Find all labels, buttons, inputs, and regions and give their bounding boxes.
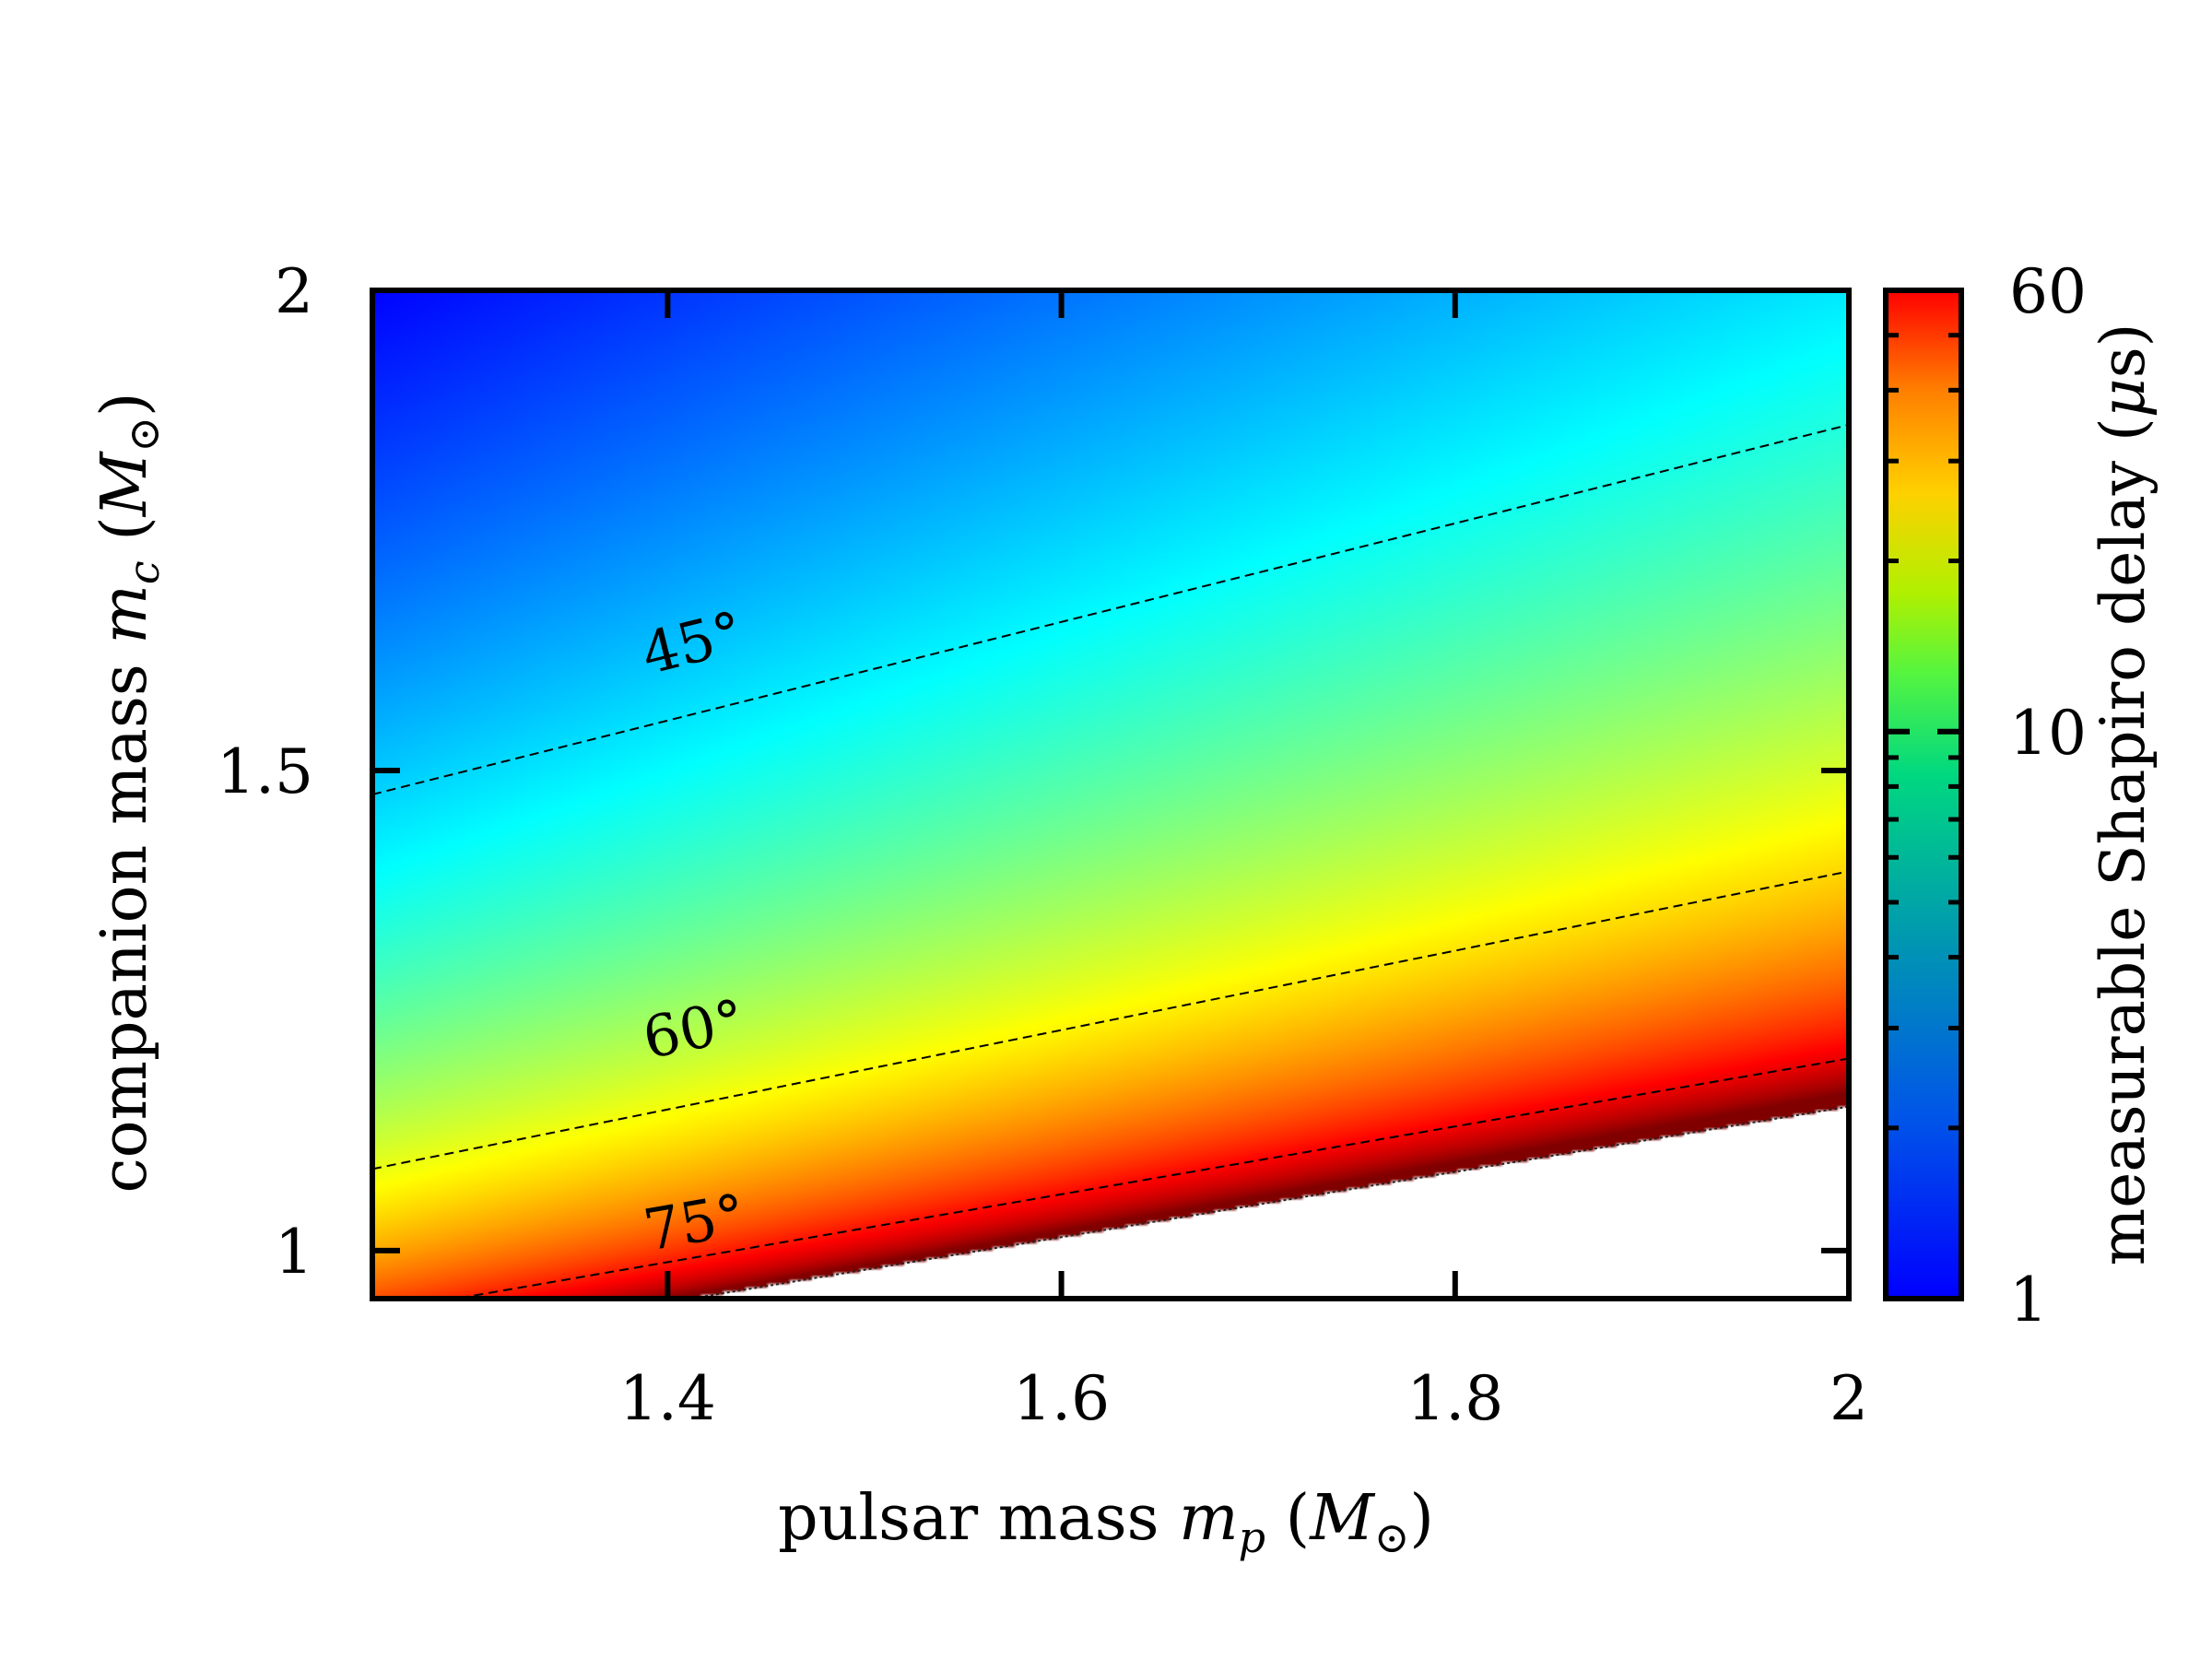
contour-line-60 bbox=[372, 870, 1849, 1171]
colorbar-tick-label: 10 bbox=[2009, 698, 2087, 769]
y-tick-label: 2 bbox=[275, 256, 313, 327]
colorbar-gradient bbox=[1886, 290, 1961, 1299]
colorbar-frame bbox=[1883, 288, 1964, 1301]
y-tick-label: 1 bbox=[275, 1217, 313, 1288]
contour-lines bbox=[372, 423, 1849, 1299]
colorbar: 1 10 60 bbox=[1883, 256, 2087, 1335]
colorbar-label: measurable Shapiro delay (μs) bbox=[2088, 324, 2159, 1266]
x-axis-label: pulsar mass mp (M⊙) bbox=[778, 1482, 1434, 1562]
x-tick-label: 1.8 bbox=[1406, 1363, 1503, 1434]
y-tick-label: 1.5 bbox=[217, 736, 313, 807]
colorbar-tick-label: 60 bbox=[2009, 256, 2087, 327]
plot-area: 1.4 1.6 1.8 211.52 45°60°75° bbox=[217, 256, 1868, 1434]
heatmap-image bbox=[372, 290, 1849, 1299]
y-axis-label: companion mass mc (M⊙) bbox=[88, 392, 169, 1193]
x-tick-label: 2 bbox=[1830, 1363, 1868, 1434]
contour-line-45 bbox=[372, 423, 1849, 795]
x-tick-label: 1.6 bbox=[1013, 1363, 1110, 1434]
colorbar-tick-label: 1 bbox=[2009, 1265, 2048, 1335]
colorbar-ticks: 1 10 60 bbox=[1886, 256, 2087, 1335]
x-tick-label: 1.4 bbox=[619, 1363, 716, 1434]
plot-frame bbox=[370, 288, 1852, 1301]
edge-boundary-line bbox=[685, 1105, 1849, 1299]
axes: 1.4 1.6 1.8 2 1 1.5 2 bbox=[217, 256, 1868, 1434]
